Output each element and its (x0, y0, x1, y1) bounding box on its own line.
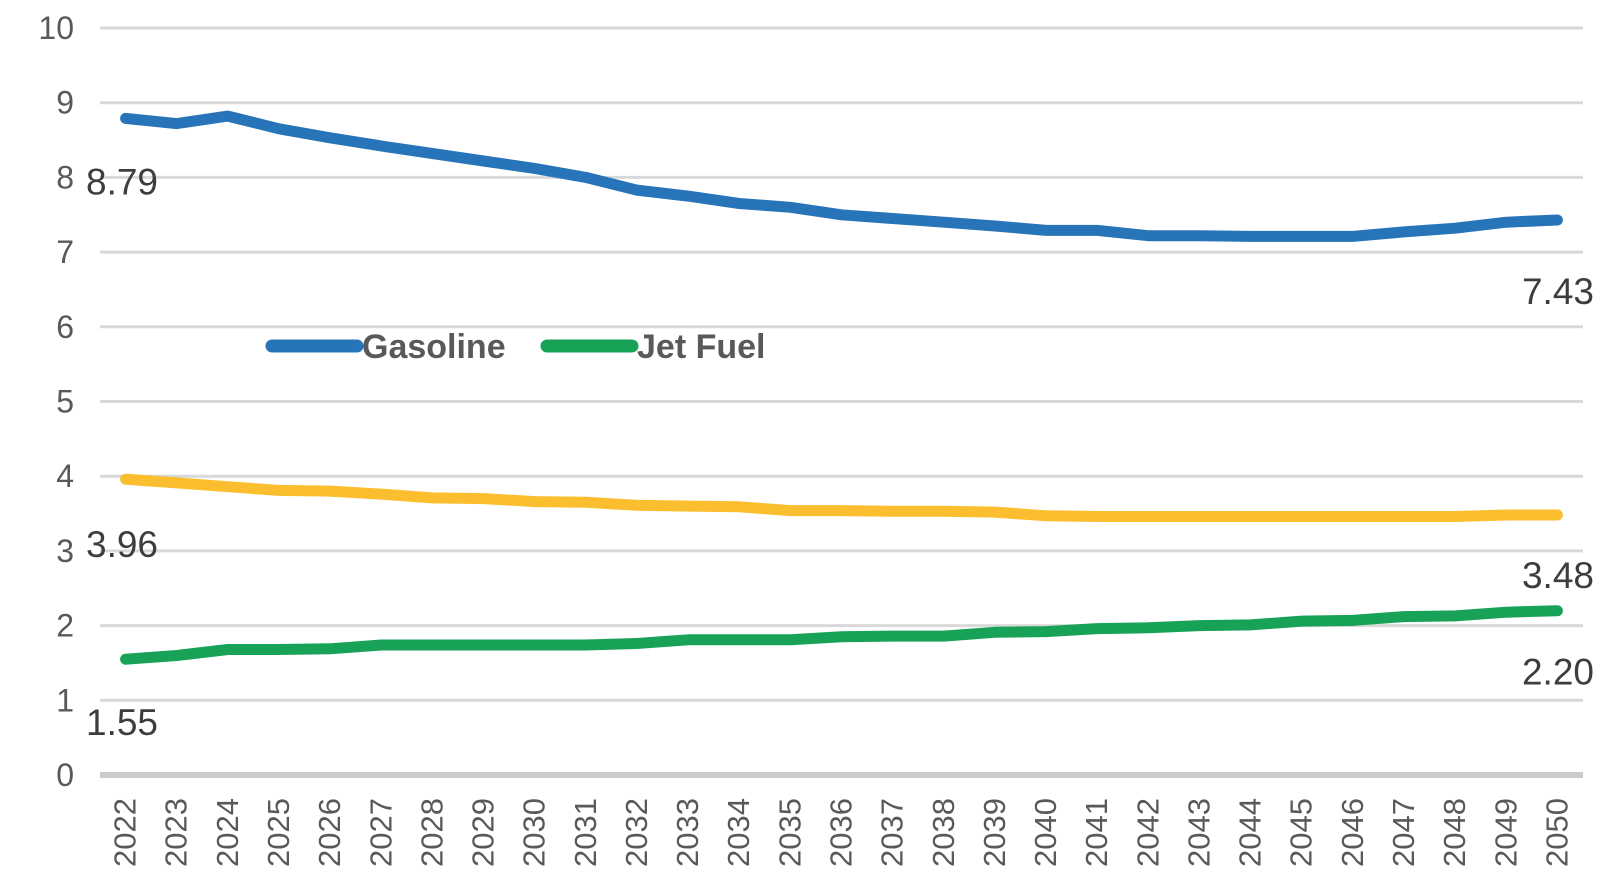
x-tick-label: 2029 (466, 798, 501, 867)
x-tick-label: 2048 (1437, 798, 1472, 867)
y-tick-label: 0 (56, 757, 74, 793)
x-tick-label: 2036 (824, 798, 859, 867)
data-label-first-jet-fuel: 1.55 (86, 702, 158, 743)
x-tick-label: 2042 (1130, 798, 1165, 867)
x-tick-label: 2023 (159, 798, 194, 867)
x-tick-label: 2047 (1386, 798, 1421, 867)
x-tick-label: 2034 (721, 798, 756, 867)
data-label-first-gasoline: 8.79 (86, 161, 158, 202)
legend-label-gasoline: Gasoline (362, 328, 506, 366)
y-tick-label: 2 (56, 608, 74, 644)
y-tick-label: 10 (38, 10, 74, 46)
x-tick-label: 2041 (1079, 798, 1114, 867)
data-label-first-series-2: 3.96 (86, 524, 158, 565)
y-tick-label: 8 (56, 159, 74, 195)
x-tick-label: 2030 (517, 798, 552, 867)
y-tick-label: 3 (56, 533, 74, 569)
x-tick-label: 2022 (108, 798, 143, 867)
x-tick-label: 2038 (926, 798, 961, 867)
x-tick-label: 2039 (977, 798, 1012, 867)
x-tick-label: 2032 (619, 798, 654, 867)
x-tick-label: 2040 (1028, 798, 1063, 867)
y-tick-label: 5 (56, 384, 74, 420)
series-line-jet-fuel (120, 605, 1563, 665)
y-tick-label: 4 (56, 458, 74, 494)
x-tick-label: 2024 (210, 798, 245, 867)
x-tick-label: 2025 (261, 798, 296, 867)
x-tick-label: 2044 (1233, 798, 1268, 867)
x-tick-label: 2037 (875, 798, 910, 867)
x-tick-label: 2045 (1284, 798, 1319, 867)
data-label-last-gasoline: 7.43 (1522, 271, 1594, 312)
x-tick-label: 2027 (363, 798, 398, 867)
x-tick-label: 2049 (1488, 798, 1523, 867)
x-tick-label: 2031 (568, 798, 603, 867)
x-tick-label: 2026 (312, 798, 347, 867)
y-tick-label: 7 (56, 234, 74, 270)
series-line-gasoline (120, 110, 1563, 242)
x-tick-label: 2033 (670, 798, 705, 867)
x-tick-label: 2043 (1181, 798, 1216, 867)
series-line-series-2 (120, 473, 1563, 522)
y-tick-label: 6 (56, 309, 74, 345)
y-tick-label: 9 (56, 85, 74, 121)
y-tick-label: 1 (56, 682, 74, 718)
x-tick-label: 2035 (772, 798, 807, 867)
x-tick-label: 2046 (1335, 798, 1370, 867)
data-label-last-series-2: 3.48 (1522, 555, 1594, 596)
x-tick-label: 2050 (1539, 798, 1574, 867)
data-label-last-jet-fuel: 2.20 (1522, 652, 1594, 693)
legend-label-jet-fuel: Jet Fuel (637, 328, 765, 366)
x-tick-label: 2028 (414, 798, 449, 867)
